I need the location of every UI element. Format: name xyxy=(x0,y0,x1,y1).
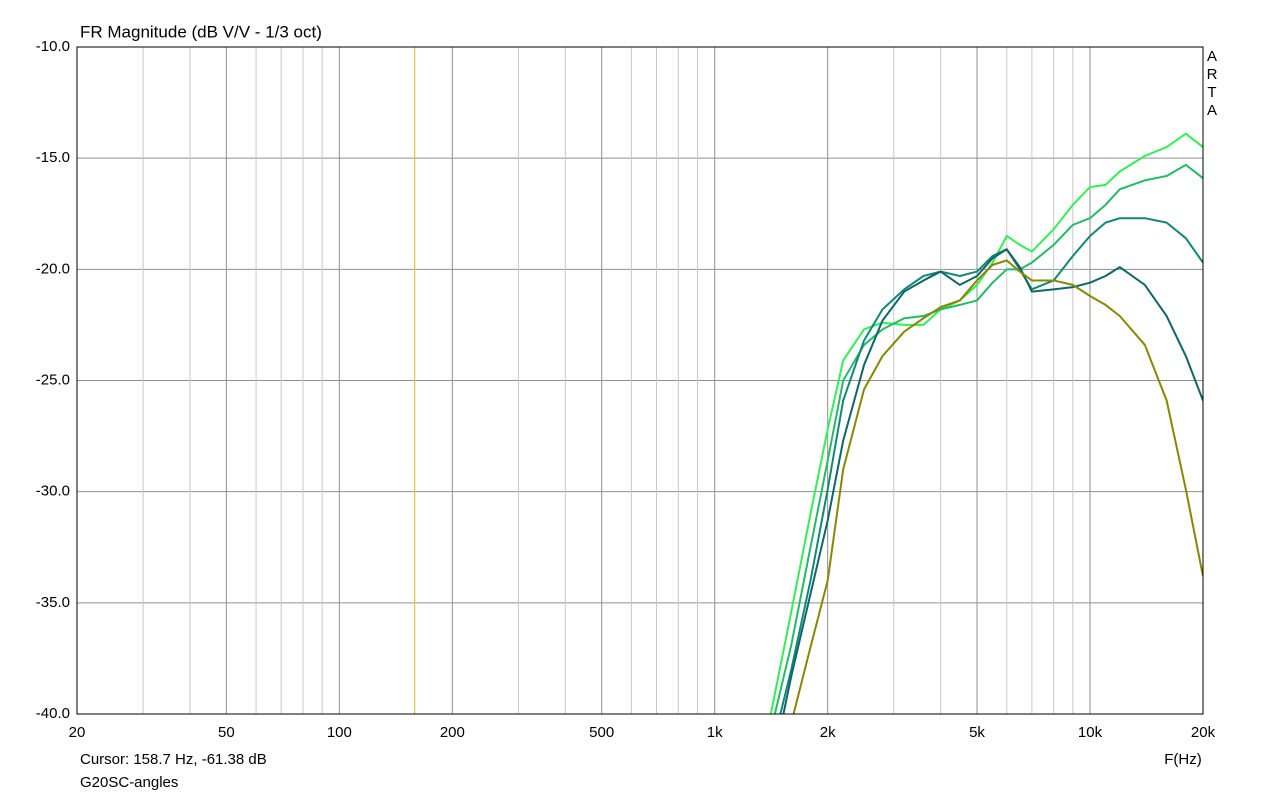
y-tick-label: -35.0 xyxy=(36,594,70,611)
y-tick-label: -20.0 xyxy=(36,260,70,277)
y-tick-label: -10.0 xyxy=(36,38,70,55)
y-tick-label: -40.0 xyxy=(36,705,70,722)
y-tick-label: -30.0 xyxy=(36,483,70,500)
series-line xyxy=(769,132,1203,714)
watermark-letter: R xyxy=(1207,66,1218,83)
x-tick-label: 1k xyxy=(707,724,723,741)
x-tick-label: 500 xyxy=(589,724,614,741)
watermark-letter: A xyxy=(1207,48,1217,65)
series-layer xyxy=(769,132,1203,714)
series-line xyxy=(773,163,1203,714)
watermark-letter: T xyxy=(1207,84,1216,101)
watermark-letter: A xyxy=(1207,102,1217,119)
x-tick-label: 100 xyxy=(327,724,352,741)
x-tick-label: 20 xyxy=(69,724,86,741)
series-line xyxy=(782,248,1203,714)
x-tick-label: 200 xyxy=(440,724,465,741)
plot-frame xyxy=(76,46,1204,715)
series-line xyxy=(792,259,1203,714)
chart-title: FR Magnitude (dB V/V - 1/3 oct) xyxy=(80,22,322,41)
x-tick-label: 50 xyxy=(218,724,235,741)
y-tick-label: -25.0 xyxy=(36,371,70,388)
x-tick-label: 20k xyxy=(1191,724,1216,741)
footer: G20SC-angles xyxy=(80,774,178,791)
x-axis-label: F(Hz) xyxy=(1164,751,1202,768)
x-tick-label: 10k xyxy=(1078,724,1103,741)
series-line xyxy=(779,217,1203,714)
cursor-readout: Cursor: 158.7 Hz, -61.38 dB xyxy=(80,751,267,768)
x-tick-label: 5k xyxy=(969,724,985,741)
y-tick-label: -15.0 xyxy=(36,149,70,166)
x-tick-label: 2k xyxy=(820,724,836,741)
